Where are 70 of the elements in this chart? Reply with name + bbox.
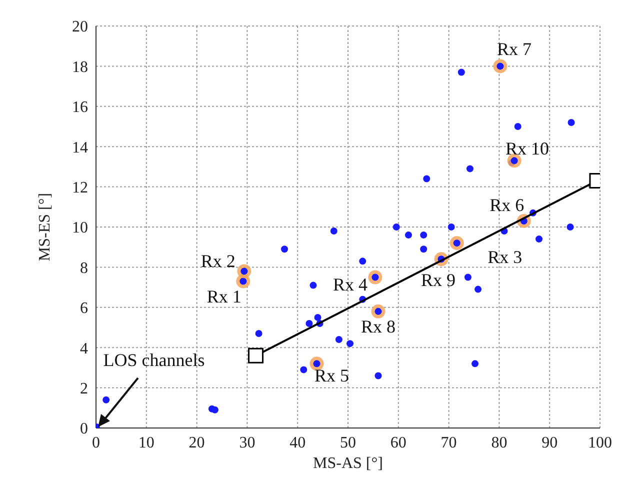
- y-axis-title: MS-ES [°]: [36, 192, 54, 262]
- x-tick-label: 60: [390, 434, 406, 452]
- point: [420, 232, 428, 239]
- y-tick-label: 20: [72, 18, 88, 36]
- point: [310, 356, 324, 371]
- point: [448, 224, 455, 230]
- y-tick-label: 18: [72, 58, 88, 76]
- y-tick-label: 12: [72, 179, 88, 196]
- x-tick-label: 90: [542, 434, 558, 452]
- point: [300, 366, 308, 374]
- point: [371, 304, 386, 318]
- x-tick-label: 20: [188, 434, 205, 452]
- annotation: LOS channels: [103, 350, 205, 370]
- y-tick-label: 8: [80, 260, 88, 277]
- point: [102, 396, 110, 404]
- point: [420, 246, 428, 253]
- annotation: Rx 8: [360, 316, 396, 336]
- annotation: Rx 1: [206, 286, 242, 306]
- y-tick-label: 14: [72, 139, 88, 156]
- point: [237, 264, 252, 278]
- point: [255, 330, 262, 338]
- point: [450, 236, 464, 250]
- x-tick-label: 100: [588, 434, 612, 452]
- annotation: Rx 9: [420, 270, 456, 290]
- point: [374, 372, 382, 380]
- x-tick-label: 80: [491, 434, 508, 452]
- point: [392, 224, 400, 230]
- point: [507, 154, 522, 168]
- x-tick-label: 30: [239, 434, 256, 452]
- point: [306, 320, 313, 327]
- point: [335, 336, 342, 344]
- point: [310, 282, 317, 289]
- point: [472, 360, 479, 368]
- point: [314, 314, 322, 321]
- point: [211, 406, 218, 414]
- point: [346, 340, 354, 348]
- y-tick-label: 16: [72, 99, 88, 116]
- point: [330, 228, 338, 235]
- x-tick-label: 70: [440, 434, 457, 452]
- y-tick-label: 4: [80, 340, 88, 358]
- annotation: Rx 6: [490, 194, 524, 215]
- point: [536, 236, 543, 243]
- annotation: Rx 3: [488, 247, 522, 268]
- point: [464, 274, 472, 281]
- point: [493, 59, 508, 74]
- point: [568, 118, 575, 126]
- point: [280, 246, 288, 253]
- point: [514, 123, 522, 130]
- x-tick-label: 0: [92, 434, 100, 452]
- annotation: Rx 7: [496, 39, 532, 60]
- point: [466, 165, 474, 172]
- x-tick-label: 10: [138, 434, 154, 452]
- annotation: Rx 4: [332, 274, 368, 294]
- y-tick-label: 10: [72, 220, 88, 237]
- point: [404, 232, 412, 239]
- y-tick-label: 0: [80, 420, 88, 438]
- y-tick-label: 6: [80, 300, 88, 318]
- annotation: Rx 10: [506, 138, 550, 159]
- x-tick-label: 50: [340, 434, 356, 452]
- point: [368, 270, 382, 284]
- x-axis-title: MS-AS [°]: [313, 455, 383, 472]
- point: [458, 68, 465, 76]
- annotation: Rx 5: [314, 366, 350, 386]
- point: [423, 175, 430, 182]
- x-tick-label: 40: [290, 434, 306, 452]
- annotation: Rx 2: [200, 251, 236, 272]
- point: [566, 224, 574, 230]
- point: [474, 286, 482, 293]
- point: [359, 258, 366, 265]
- y-tick-label: 2: [80, 380, 88, 398]
